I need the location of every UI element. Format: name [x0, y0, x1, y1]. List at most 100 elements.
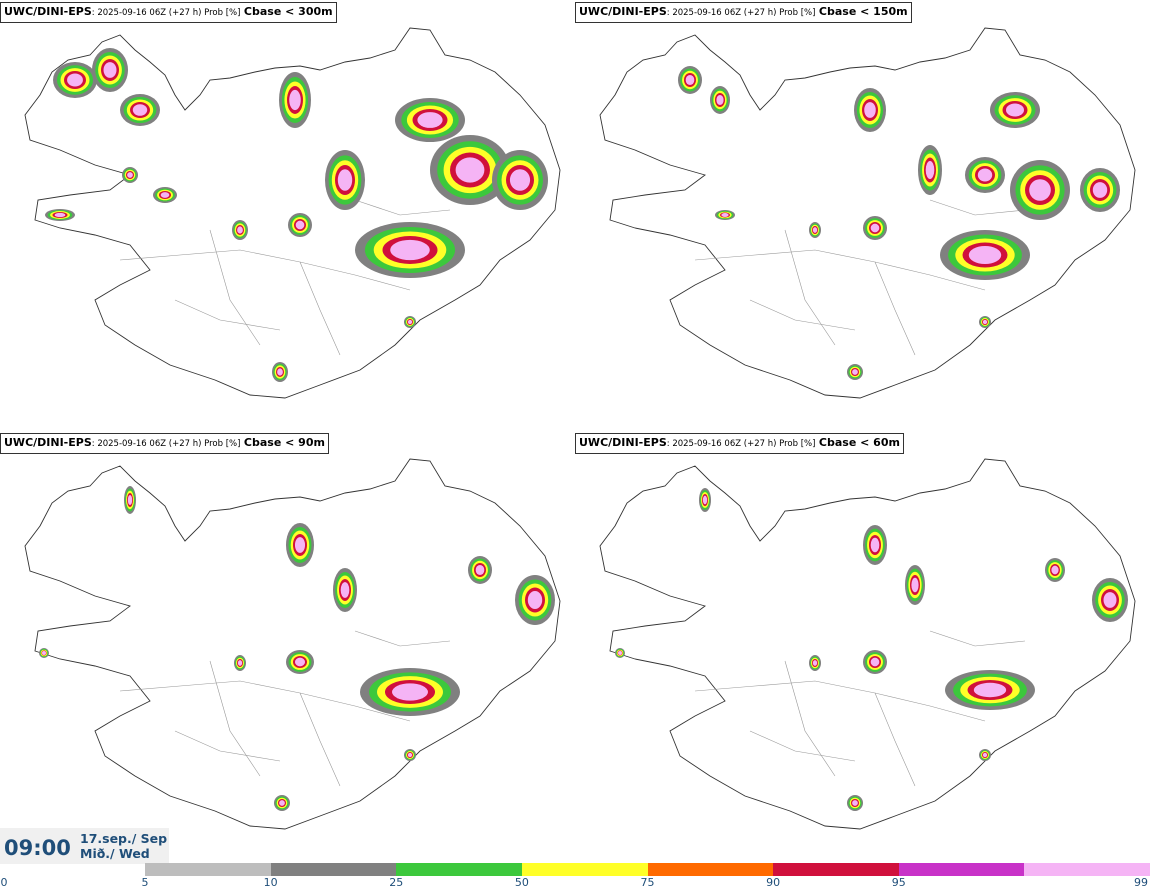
map-canvas	[599, 27, 1136, 399]
threshold-label: Cbase < 300m	[243, 5, 333, 18]
model-name: UWC/DINI-EPS	[579, 436, 667, 449]
model-name: UWC/DINI-EPS	[4, 436, 92, 449]
probability-area	[716, 94, 724, 106]
probability-area	[42, 651, 46, 655]
probability-area	[968, 246, 1002, 264]
probability-area	[618, 651, 622, 655]
panel-title: UWC/DINI-EPS: 2025-09-16 06Z (+27 h) Pro…	[575, 2, 912, 23]
probability-area	[279, 800, 285, 806]
probability-area	[407, 319, 413, 325]
probability-area	[132, 104, 148, 116]
valid-time: 09:00	[4, 836, 71, 860]
probability-area	[417, 112, 443, 128]
boundary-line	[929, 630, 1026, 647]
probability-area	[237, 660, 243, 666]
probability-area	[127, 494, 133, 506]
valid-time-box: 09:00 17.sep./ Sep Mið./ Wed	[0, 828, 169, 864]
colorbar-tick-label: 10	[263, 876, 278, 889]
map-panel-60m: UWC/DINI-EPS: 2025-09-16 06Z (+27 h) Pro…	[575, 431, 1150, 861]
boundary-line	[299, 261, 341, 356]
boundary-line	[874, 692, 916, 787]
colorbar-segment	[270, 863, 397, 876]
colorbar-segment	[647, 863, 774, 876]
boundary-line	[354, 199, 451, 216]
valid-date: 17.sep./ Sep Mið./ Wed	[80, 831, 167, 861]
weekday-line: Mið./ Wed	[80, 846, 150, 861]
colorbar-segment	[145, 863, 271, 876]
map-canvas	[24, 27, 561, 399]
boundary-line	[784, 229, 836, 346]
map-canvas	[599, 458, 1136, 830]
probability-area	[392, 683, 428, 701]
map-panel-150m: UWC/DINI-EPS: 2025-09-16 06Z (+27 h) Pro…	[575, 0, 1150, 430]
colorbar-segment	[1024, 863, 1150, 876]
probability-area	[509, 169, 531, 191]
probability-area	[973, 682, 1007, 698]
probability-colorbar	[145, 863, 1150, 876]
model-name: UWC/DINI-EPS	[579, 5, 667, 18]
probability-area	[160, 192, 170, 198]
colorbar-tick-label: 99	[1134, 876, 1148, 889]
boundary-line	[749, 730, 856, 762]
probability-area	[67, 73, 83, 87]
boundary-line	[694, 249, 986, 291]
run-info: : 2025-09-16 06Z (+27 h) Prob [%]	[666, 8, 816, 18]
probability-area	[870, 223, 880, 233]
boundary-line	[174, 299, 281, 331]
colorbar-tick-label: 50	[514, 876, 529, 889]
coastline	[24, 458, 561, 830]
boundary-line	[694, 680, 986, 722]
probability-area	[1092, 182, 1108, 198]
run-info: : 2025-09-16 06Z (+27 h) Prob [%]	[91, 439, 241, 449]
probability-area	[475, 564, 485, 576]
colorbar-tick-label: 0	[0, 876, 8, 889]
map-panel-300m: UWC/DINI-EPS: 2025-09-16 06Z (+27 h) Pro…	[0, 0, 575, 430]
probability-area	[527, 591, 543, 609]
threshold-label: Cbase < 150m	[818, 5, 908, 18]
colorbar-segment	[521, 863, 648, 876]
probability-area	[911, 577, 919, 593]
probability-area	[1029, 179, 1051, 201]
colorbar-tick-label: 5	[141, 876, 149, 889]
map-panel-90m: UWC/DINI-EPS: 2025-09-16 06Z (+27 h) Pro…	[0, 431, 575, 861]
probability-area	[295, 220, 305, 230]
probability-area	[237, 226, 243, 234]
probability-area	[277, 368, 283, 376]
probability-area	[1006, 103, 1024, 117]
probability-area	[870, 537, 880, 553]
boundary-line	[354, 630, 451, 647]
date-line: 17.sep./ Sep	[80, 831, 168, 846]
colorbar-tick-label: 95	[891, 876, 906, 889]
boundary-line	[209, 660, 261, 777]
colorbar-segment	[773, 863, 899, 876]
probability-area	[54, 212, 66, 218]
panel-title: UWC/DINI-EPS: 2025-09-16 06Z (+27 h) Pro…	[0, 433, 329, 454]
probability-area	[337, 169, 353, 191]
probability-area	[982, 752, 988, 758]
threshold-label: Cbase < 60m	[818, 436, 900, 449]
boundary-line	[174, 730, 281, 762]
colorbar-tick-label: 75	[640, 876, 655, 889]
run-info: : 2025-09-16 06Z (+27 h) Prob [%]	[666, 439, 816, 449]
colorbar-tick-label: 90	[766, 876, 781, 889]
coastline	[599, 27, 1136, 399]
colorbar-segment	[396, 863, 522, 876]
boundary-line	[784, 660, 836, 777]
threshold-label: Cbase < 90m	[243, 436, 325, 449]
probability-area	[340, 582, 350, 598]
probability-area	[852, 369, 858, 375]
model-name: UWC/DINI-EPS	[4, 5, 92, 18]
run-info: : 2025-09-16 06Z (+27 h) Prob [%]	[91, 8, 241, 18]
boundary-line	[299, 692, 341, 787]
coastline	[599, 458, 1136, 830]
boundary-line	[874, 261, 916, 356]
probability-area	[1051, 565, 1059, 575]
probability-area	[103, 62, 117, 78]
probability-area	[294, 657, 306, 667]
probability-area	[1103, 592, 1117, 608]
probability-area	[294, 537, 306, 553]
probability-area	[721, 213, 729, 217]
probability-area	[455, 157, 485, 183]
probability-area	[977, 168, 993, 182]
probability-area	[289, 89, 301, 111]
